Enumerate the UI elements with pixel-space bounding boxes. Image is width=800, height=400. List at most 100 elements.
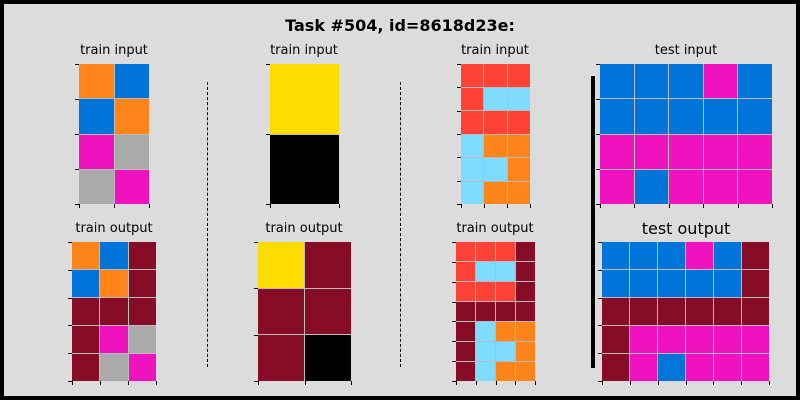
grid-cell xyxy=(476,282,495,301)
grid-cell xyxy=(714,354,741,381)
axis-tick xyxy=(75,99,79,100)
grid-cell xyxy=(72,242,100,269)
grid-cell xyxy=(507,87,530,110)
grid-cell xyxy=(703,134,738,169)
axis-tick xyxy=(68,353,72,354)
grid-cell xyxy=(600,169,634,204)
axis-tick xyxy=(457,181,461,182)
axis-tick xyxy=(351,381,352,385)
grid-cell xyxy=(456,362,475,381)
grid-cell xyxy=(100,270,128,297)
grid-cell xyxy=(602,242,629,269)
axis-tick xyxy=(669,204,670,208)
train-output-grid xyxy=(72,242,156,381)
grid-cell xyxy=(516,302,535,321)
grid-cell xyxy=(602,270,629,297)
grid-cell xyxy=(72,270,100,297)
axis-tick xyxy=(68,298,72,299)
axis-tick xyxy=(741,381,742,385)
axis-tick xyxy=(68,325,72,326)
grid-cell xyxy=(456,262,475,281)
test-separator xyxy=(591,76,595,368)
axis-tick xyxy=(452,262,456,263)
axis-tick xyxy=(68,242,72,243)
grid-cell xyxy=(461,111,484,134)
grid-cell xyxy=(669,64,703,99)
grid-cell xyxy=(686,354,713,381)
panel-label: train output xyxy=(456,221,534,236)
axis-tick xyxy=(452,381,456,382)
axis-tick xyxy=(600,204,601,208)
axis-tick xyxy=(598,242,602,243)
grid-cell xyxy=(476,242,495,261)
grid-cell xyxy=(742,242,769,269)
grid-cell xyxy=(72,326,100,353)
axis-tick xyxy=(149,204,150,208)
test-input-grid xyxy=(600,64,772,204)
grid-cell xyxy=(456,302,475,321)
grid-cell xyxy=(456,242,475,261)
axis-tick xyxy=(75,169,79,170)
grid-cell xyxy=(461,158,484,181)
axis-tick xyxy=(507,204,508,208)
grid-cell xyxy=(630,298,657,325)
grid-cell xyxy=(658,298,685,325)
pair-separator xyxy=(400,82,401,367)
test-output-grid xyxy=(602,242,769,381)
grid-cell xyxy=(602,326,629,353)
grid-cell xyxy=(305,335,351,381)
axis-tick xyxy=(266,204,270,205)
axis-tick xyxy=(128,381,129,385)
grid-cell xyxy=(476,262,495,281)
axis-tick xyxy=(457,157,461,158)
grid-cell xyxy=(634,169,669,204)
grid-cell xyxy=(270,134,339,204)
grid-cell xyxy=(658,242,685,269)
grid-cell xyxy=(686,270,713,297)
grid-cell xyxy=(516,242,535,261)
axis-tick xyxy=(769,381,770,385)
grid-cell xyxy=(630,354,657,381)
grid-cell xyxy=(258,288,304,335)
axis-tick xyxy=(72,381,73,385)
grid-cell xyxy=(738,134,772,169)
grid-cell xyxy=(602,354,629,381)
grid-cell xyxy=(496,262,515,281)
axis-tick xyxy=(75,134,79,135)
grid-cell xyxy=(703,169,738,204)
grid-cell xyxy=(686,298,713,325)
grid-cell xyxy=(496,342,515,361)
grid-cell xyxy=(476,302,495,321)
grid-cell xyxy=(456,342,475,361)
axis-tick xyxy=(457,204,461,205)
axis-tick xyxy=(452,341,456,342)
axis-tick xyxy=(100,381,101,385)
grid-cell xyxy=(114,134,149,169)
grid-cell xyxy=(600,99,634,134)
grid-cell xyxy=(658,326,685,353)
grid-cell xyxy=(738,99,772,134)
grid-cell xyxy=(72,298,100,325)
train-input-grid xyxy=(79,64,149,204)
panel-label: test input xyxy=(654,43,718,58)
axis-tick xyxy=(266,134,270,135)
grid-cell xyxy=(496,242,515,261)
axis-tick xyxy=(596,204,600,205)
axis-tick xyxy=(254,335,258,336)
axis-tick xyxy=(452,282,456,283)
grid-cell xyxy=(484,64,507,87)
grid-cell xyxy=(114,169,149,204)
axis-tick xyxy=(596,99,600,100)
grid-cell xyxy=(100,298,128,325)
grid-cell xyxy=(507,64,530,87)
grid-cell xyxy=(114,99,149,134)
axis-tick xyxy=(305,381,306,385)
grid-cell xyxy=(496,302,515,321)
grid-cell xyxy=(258,242,304,288)
axis-tick xyxy=(596,134,600,135)
panel-label: test output xyxy=(641,219,731,238)
grid-cell xyxy=(476,322,495,341)
grid-cell xyxy=(630,326,657,353)
